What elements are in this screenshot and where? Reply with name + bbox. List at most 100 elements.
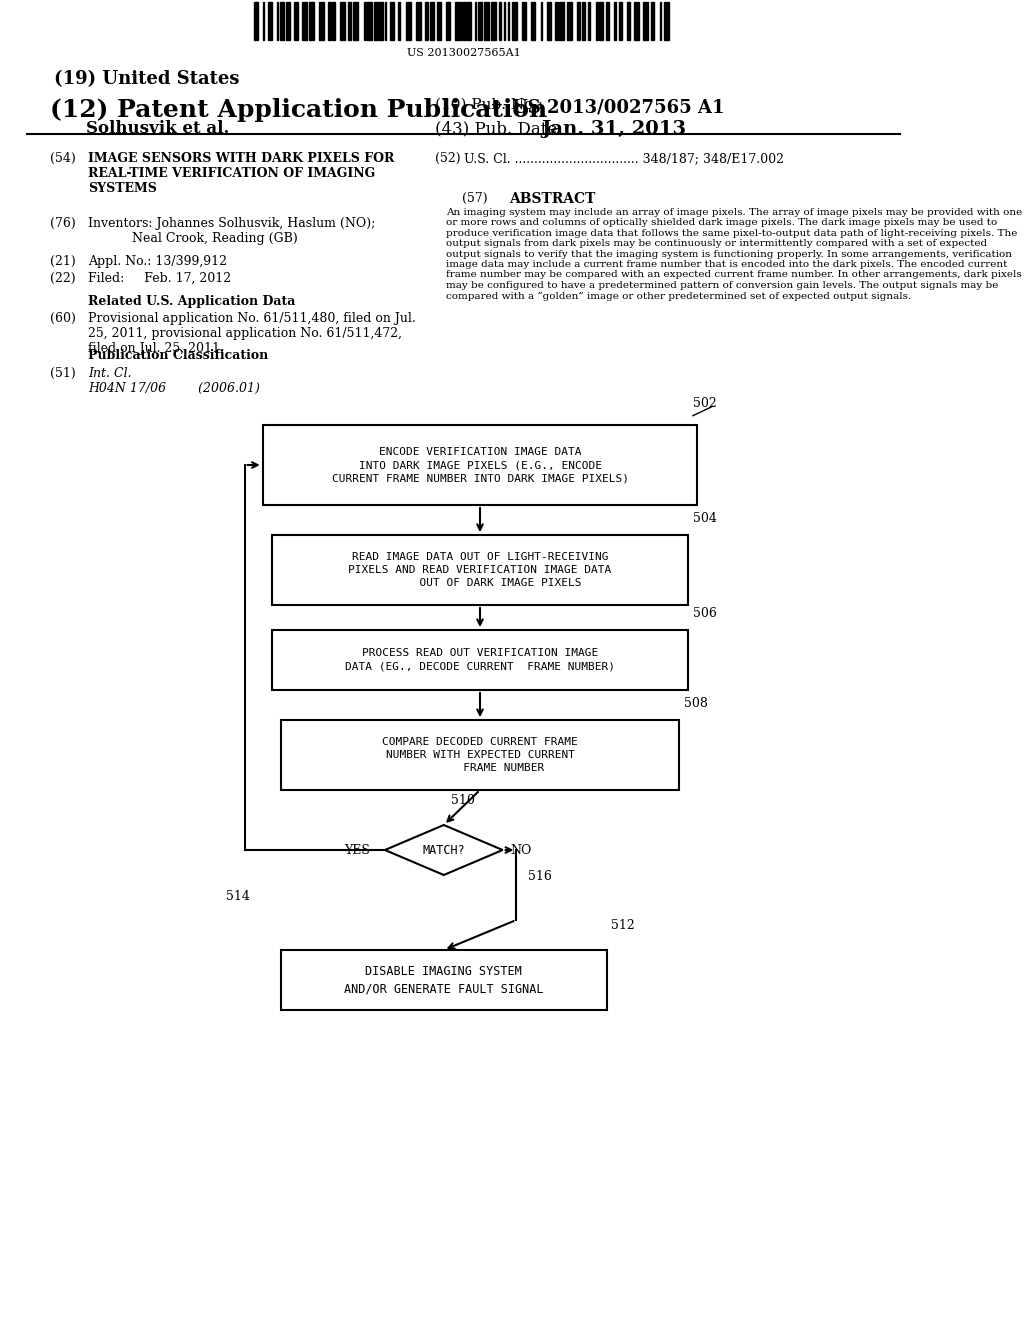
Text: PROCESS READ OUT VERIFICATION IMAGE
DATA (EG., DECODE CURRENT  FRAME NUMBER): PROCESS READ OUT VERIFICATION IMAGE DATA… <box>345 648 615 672</box>
Bar <box>294 3 298 40</box>
Text: Related U.S. Application Data: Related U.S. Application Data <box>88 294 295 308</box>
Bar <box>462 3 466 40</box>
Bar <box>281 719 679 789</box>
Text: (54): (54) <box>50 152 76 165</box>
Bar <box>319 3 325 40</box>
Bar <box>271 630 688 690</box>
Bar <box>329 3 331 40</box>
Bar <box>378 3 383 40</box>
Bar <box>332 3 335 40</box>
Text: ENCODE VERIFICATION IMAGE DATA
INTO DARK IMAGE PIXELS (E.G., ENCODE
CURRENT FRAM: ENCODE VERIFICATION IMAGE DATA INTO DARK… <box>332 446 629 483</box>
Text: 506: 506 <box>693 607 717 620</box>
Bar <box>583 3 585 40</box>
Text: 502: 502 <box>693 397 717 411</box>
Text: DISABLE IMAGING SYSTEM
AND/OR GENERATE FAULT SIGNAL: DISABLE IMAGING SYSTEM AND/OR GENERATE F… <box>344 965 544 995</box>
Polygon shape <box>385 825 503 875</box>
Bar <box>385 3 386 40</box>
Bar <box>599 3 603 40</box>
Bar <box>475 3 476 40</box>
Bar <box>308 3 314 40</box>
Bar <box>467 3 471 40</box>
Text: 514: 514 <box>226 890 250 903</box>
Text: Inventors: Johannes Solhusvik, Haslum (NO);
           Neal Crook, Reading (GB): Inventors: Johannes Solhusvik, Haslum (N… <box>88 216 375 246</box>
Text: Appl. No.: 13/399,912: Appl. No.: 13/399,912 <box>88 255 227 268</box>
Text: (10) Pub. No.:: (10) Pub. No.: <box>435 98 543 112</box>
Bar <box>425 3 428 40</box>
Bar <box>484 3 489 40</box>
Text: (12) Patent Application Publication: (12) Patent Application Publication <box>50 98 547 121</box>
Text: (51): (51) <box>50 367 76 380</box>
Bar <box>416 3 421 40</box>
Bar <box>504 3 505 40</box>
Text: (21): (21) <box>50 255 76 268</box>
Bar <box>364 3 365 40</box>
Text: 508: 508 <box>684 697 708 710</box>
Bar <box>278 3 279 40</box>
Text: READ IMAGE DATA OUT OF LIGHT-RECEIVING
PIXELS AND READ VERIFICATION IMAGE DATA
 : READ IMAGE DATA OUT OF LIGHT-RECEIVING P… <box>348 552 611 589</box>
Text: 512: 512 <box>611 919 635 932</box>
Bar <box>263 3 264 40</box>
Bar <box>374 3 377 40</box>
Bar <box>578 3 580 40</box>
Bar <box>390 3 394 40</box>
Bar <box>430 3 434 40</box>
Bar <box>588 3 590 40</box>
Bar <box>659 3 662 40</box>
Bar <box>508 3 509 40</box>
Bar <box>512 3 517 40</box>
Text: (57): (57) <box>462 191 487 205</box>
Text: NO: NO <box>510 843 531 857</box>
Bar <box>596 3 598 40</box>
Bar <box>456 3 461 40</box>
Text: An imaging system may include an array of image pixels. The array of image pixel: An imaging system may include an array o… <box>445 209 1022 301</box>
Bar <box>664 3 669 40</box>
Bar <box>650 3 654 40</box>
Bar <box>348 3 350 40</box>
Text: (60): (60) <box>50 312 76 325</box>
Text: Provisional application No. 61/511,480, filed on Jul.
25, 2011, provisional appl: Provisional application No. 61/511,480, … <box>88 312 416 355</box>
Bar <box>302 3 307 40</box>
Bar <box>547 3 551 40</box>
Text: (43) Pub. Date:: (43) Pub. Date: <box>435 120 562 137</box>
Text: Int. Cl.
H04N 17/06        (2006.01): Int. Cl. H04N 17/06 (2006.01) <box>88 367 260 395</box>
Bar <box>268 3 272 40</box>
Bar <box>287 3 290 40</box>
Bar <box>437 3 441 40</box>
Bar <box>566 3 572 40</box>
Text: Publication Classification: Publication Classification <box>88 348 268 362</box>
Bar <box>499 3 501 40</box>
Bar <box>254 3 257 40</box>
Bar <box>613 3 616 40</box>
Bar <box>340 3 345 40</box>
Text: ABSTRACT: ABSTRACT <box>509 191 596 206</box>
Text: US 2013/0027565 A1: US 2013/0027565 A1 <box>512 98 724 116</box>
Bar <box>280 3 284 40</box>
Bar <box>271 535 688 605</box>
Bar <box>397 3 400 40</box>
Text: (19) United States: (19) United States <box>54 70 240 88</box>
Bar <box>634 3 639 40</box>
Bar <box>559 3 564 40</box>
Text: Filed:     Feb. 17, 2012: Filed: Feb. 17, 2012 <box>88 272 231 285</box>
Bar <box>477 3 481 40</box>
Text: US 20130027565A1: US 20130027565A1 <box>407 48 520 58</box>
Bar <box>406 3 411 40</box>
Text: (22): (22) <box>50 272 76 285</box>
Bar <box>627 3 630 40</box>
Text: Solhusvik et al.: Solhusvik et al. <box>86 120 229 137</box>
Text: 516: 516 <box>528 870 552 883</box>
Bar <box>541 3 542 40</box>
Text: 510: 510 <box>451 795 475 807</box>
Text: MATCH?: MATCH? <box>423 843 465 857</box>
Text: (52): (52) <box>435 152 461 165</box>
Bar <box>281 950 607 1010</box>
Text: IMAGE SENSORS WITH DARK PIXELS FOR
REAL-TIME VERIFICATION OF IMAGING
SYSTEMS: IMAGE SENSORS WITH DARK PIXELS FOR REAL-… <box>88 152 394 195</box>
Text: COMPARE DECODED CURRENT FRAME
NUMBER WITH EXPECTED CURRENT
       FRAME NUMBER: COMPARE DECODED CURRENT FRAME NUMBER WIT… <box>382 737 578 774</box>
Text: YES: YES <box>344 843 370 857</box>
Text: (76): (76) <box>50 216 76 230</box>
Text: 504: 504 <box>693 512 717 525</box>
Bar <box>522 3 526 40</box>
Bar <box>446 3 451 40</box>
Bar <box>353 3 358 40</box>
Bar <box>490 3 496 40</box>
